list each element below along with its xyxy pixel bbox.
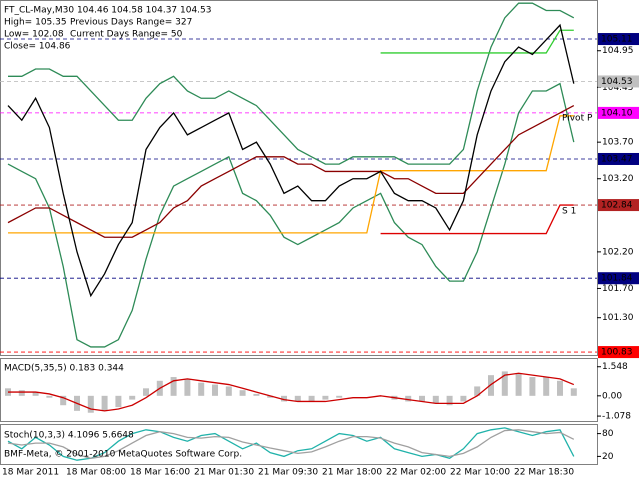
bar [501, 371, 508, 396]
annotation: Previous Days Range= 327 [70, 18, 192, 28]
level-label-bg [598, 272, 639, 285]
level-label: 104.53 [601, 77, 633, 87]
panel-title: Stoch(10,3,3) 4.1096 5.6648 [4, 431, 134, 441]
bar [18, 390, 25, 396]
series-line [7, 82, 575, 348]
bar [87, 395, 94, 413]
y-tick-label: 1.548 [602, 362, 628, 372]
level-label-bg [598, 33, 639, 46]
y-tick-label: 102.20 [602, 247, 634, 257]
bar [570, 388, 577, 396]
bar [115, 395, 122, 408]
series-line [7, 427, 575, 461]
bar [184, 378, 191, 396]
bar [253, 393, 260, 396]
x-tick-label: 21 Mar 01:30 [194, 468, 254, 478]
level-label-bg [598, 199, 639, 212]
bar [32, 392, 39, 396]
series-line [7, 23, 575, 298]
bar [308, 395, 315, 402]
x-tick-label: 21 Mar 09:30 [258, 468, 318, 478]
series-line [8, 115, 574, 234]
annotation: Pivot P [562, 114, 593, 124]
x-tick-label: 22 Mar 18:30 [514, 468, 574, 478]
level-label-bg [598, 346, 639, 359]
stoch-panel [0, 424, 598, 465]
annotation: BMF-Meta, © 2001-2010 MetaQuotes Softwar… [4, 450, 242, 460]
series-line [7, 105, 575, 238]
bar [239, 390, 246, 396]
bar [419, 395, 425, 402]
bar [46, 395, 53, 398]
bar [60, 395, 67, 406]
series-line [8, 2, 575, 165]
annotation: S 1 [562, 207, 576, 217]
bar [529, 377, 536, 396]
y-tick-label: 101.30 [602, 313, 634, 323]
bar [101, 395, 108, 411]
panel-title: MACD(5,35,5) 0.183 0.344 [4, 364, 124, 374]
level-label: 105.11 [601, 35, 633, 45]
main-panel [0, 0, 598, 356]
y-tick-label: 101.70 [602, 284, 634, 294]
y-tick-label: 104.45 [602, 83, 634, 93]
bar [557, 380, 563, 396]
series-line [8, 372, 575, 412]
y-tick-label: 80 [602, 429, 614, 439]
level-label-bg [598, 75, 639, 88]
y-tick-label: 20 [602, 452, 614, 462]
bar [129, 395, 136, 400]
x-tick-label: 18 Mar 08:00 [66, 468, 126, 478]
x-tick-label: 18 Mar 16:00 [130, 468, 190, 478]
series-line [380, 204, 574, 235]
bar [488, 375, 494, 396]
y-tick-label: 0.00 [602, 391, 622, 401]
level-label: 103.47 [601, 154, 633, 164]
series-line [7, 429, 575, 459]
annotation: High= 105.35 [4, 18, 67, 28]
level-label: 104.10 [601, 108, 633, 118]
annotation: Close= 104.86 [4, 42, 71, 52]
bar [543, 377, 550, 396]
bar [143, 388, 149, 396]
bar [225, 386, 232, 396]
level-label-bg [598, 106, 639, 119]
bar [460, 395, 467, 402]
bar [474, 386, 481, 396]
bar [432, 395, 439, 404]
x-tick-label: 22 Mar 10:00 [450, 468, 510, 478]
y-tick-label: 104.95 [602, 46, 634, 56]
series-line [380, 29, 574, 54]
level-label: 101.84 [601, 274, 633, 284]
bar [336, 395, 343, 398]
y-tick-label: 103.70 [602, 138, 634, 148]
bar [294, 395, 301, 402]
bar [212, 384, 218, 396]
y-tick-label: 103.20 [602, 174, 634, 184]
bar [446, 395, 453, 406]
bar [170, 377, 177, 396]
level-label: 102.84 [601, 201, 633, 211]
x-tick-label: 21 Mar 18:00 [322, 468, 382, 478]
bar [198, 382, 205, 396]
annotation: Low= 102.08 [4, 30, 64, 40]
panel-title: FT_CL-May,M30 104.46 104.58 104.37 104.5… [4, 6, 212, 16]
bar [515, 373, 522, 396]
macd-panel [0, 358, 598, 422]
x-tick-label: 22 Mar 02:00 [386, 468, 446, 478]
bar [281, 395, 287, 402]
bar [267, 395, 274, 398]
level-label: 100.83 [601, 348, 633, 358]
y-tick-label: -1.078 [602, 412, 631, 422]
level-label-bg [598, 152, 639, 165]
x-tick-label: 18 Mar 2011 [2, 468, 59, 478]
bar [322, 395, 329, 400]
bar [405, 395, 412, 402]
annotation: Current Days Range= 50 [70, 30, 183, 40]
